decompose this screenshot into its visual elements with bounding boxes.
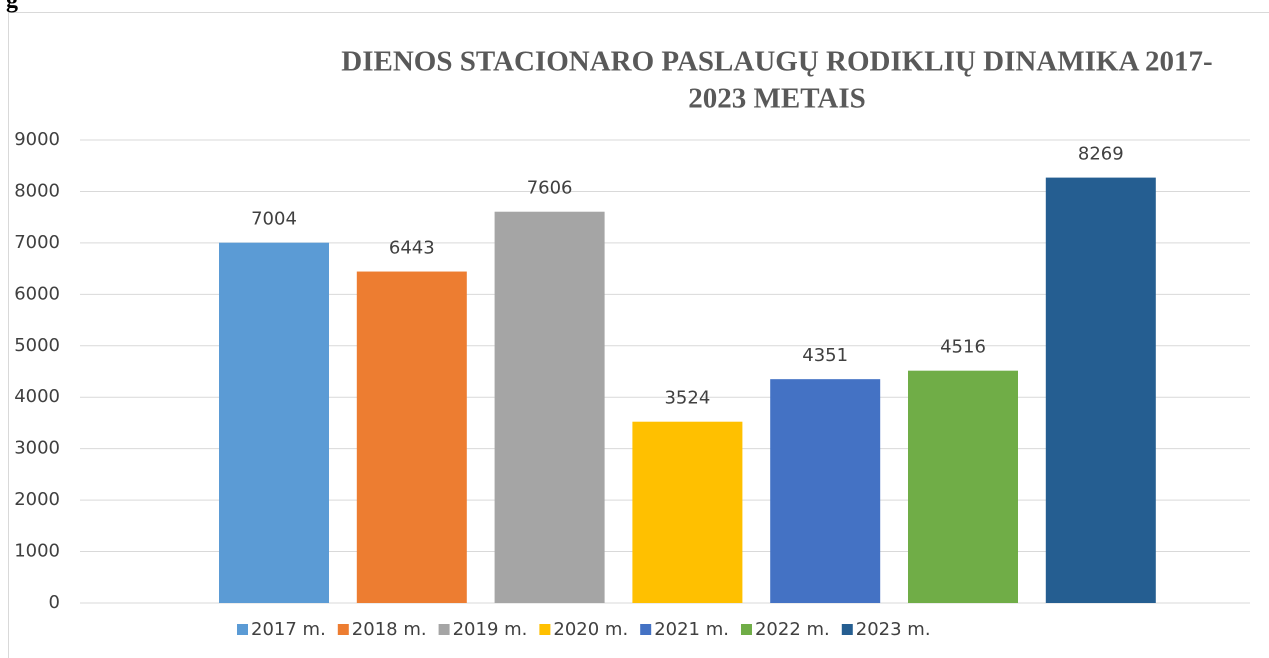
bar bbox=[770, 379, 881, 603]
bar bbox=[1045, 177, 1156, 603]
y-tick-label: 2000 bbox=[14, 489, 60, 510]
data-label: 6443 bbox=[389, 238, 435, 259]
data-label: 8269 bbox=[1078, 144, 1124, 165]
y-tick-label: 9000 bbox=[14, 129, 60, 150]
data-label: 3524 bbox=[664, 388, 710, 409]
chart-title: 2023 METAIS bbox=[688, 83, 866, 115]
data-label: 7606 bbox=[527, 178, 573, 199]
legend-swatch bbox=[337, 624, 349, 635]
legend-swatch bbox=[237, 624, 248, 635]
y-tick-label: 3000 bbox=[14, 438, 60, 459]
bar bbox=[494, 211, 605, 603]
chart-title: DIENOS STACIONARO PASLAUGŲ RODIKLIŲ DINA… bbox=[341, 46, 1212, 78]
legend-label: 2020 m. bbox=[553, 619, 628, 640]
y-tick-label: 8000 bbox=[14, 180, 60, 201]
legend-swatch bbox=[539, 624, 551, 635]
data-label: 4516 bbox=[940, 337, 986, 358]
y-tick-label: 6000 bbox=[14, 283, 60, 304]
y-tick-label: 5000 bbox=[14, 335, 60, 356]
legend-swatch bbox=[841, 624, 853, 635]
bar bbox=[632, 421, 743, 603]
legend-swatch bbox=[740, 624, 752, 635]
legend-swatch bbox=[640, 624, 652, 635]
bar bbox=[908, 370, 1018, 603]
legend-label: 2017 m. bbox=[251, 619, 326, 640]
bar bbox=[356, 271, 467, 603]
data-label: 7004 bbox=[251, 209, 297, 230]
legend-swatch bbox=[438, 624, 450, 635]
page-label: g bbox=[6, 0, 18, 14]
data-label: 4351 bbox=[802, 345, 848, 366]
legend-label: 2018 m. bbox=[352, 619, 427, 640]
y-tick-label: 4000 bbox=[14, 386, 60, 407]
y-tick-label: 1000 bbox=[14, 541, 60, 562]
bar bbox=[219, 242, 329, 603]
legend-label: 2021 m. bbox=[654, 619, 729, 640]
y-tick-label: 7000 bbox=[14, 232, 60, 253]
legend-label: 2022 m. bbox=[755, 619, 830, 640]
legend-label: 2023 m. bbox=[856, 619, 931, 640]
y-tick-label: 0 bbox=[49, 592, 60, 613]
legend-label: 2019 m. bbox=[453, 619, 528, 640]
